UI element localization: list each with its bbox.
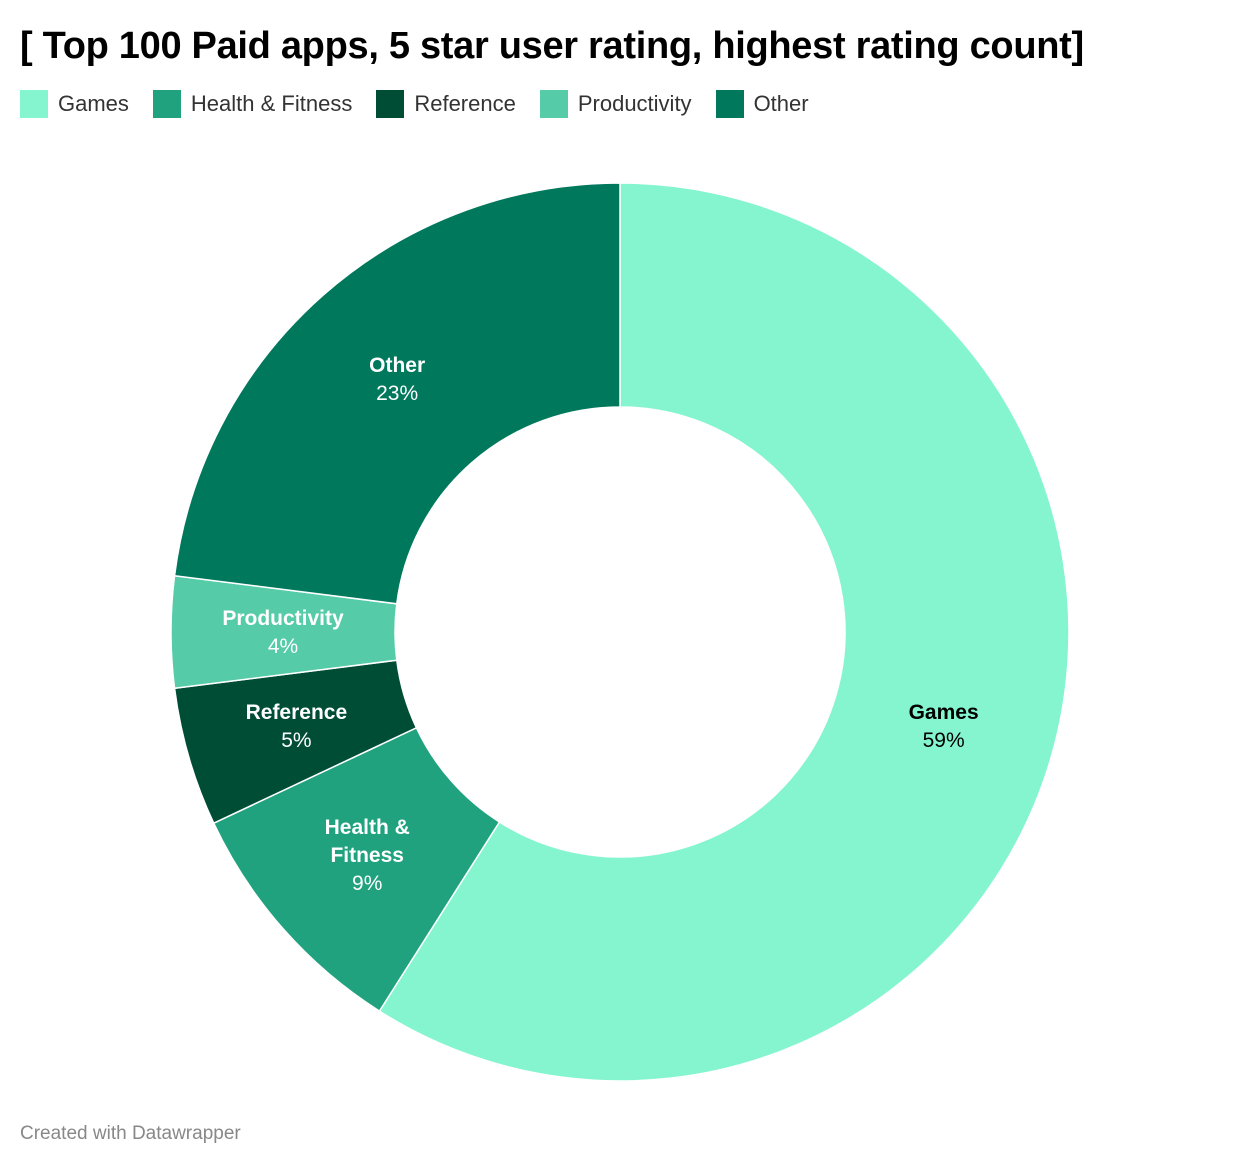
- slice-label-other: Other 23%: [369, 354, 425, 405]
- legend-swatch: [20, 90, 48, 118]
- legend-item-other[interactable]: Other: [715, 90, 809, 118]
- legend-label: Reference: [414, 91, 516, 116]
- slice-label-reference: Reference 5%: [246, 701, 348, 752]
- slice-label-name: Other: [369, 354, 425, 377]
- slice-label-games: Games 59%: [909, 701, 979, 752]
- legend-label: Health & Fitness: [190, 91, 353, 116]
- donut-slice-labels: Games 59% Health & Fitness 9% Reference 5% Prod…: [222, 354, 978, 895]
- legend-item-reference[interactable]: Reference: [376, 90, 516, 118]
- slice-label-value: 23%: [376, 382, 418, 405]
- legend-label: Games: [58, 91, 129, 116]
- slice-label-productivity: Productivity 4%: [222, 607, 344, 658]
- slice-label-name: Productivity: [222, 607, 344, 630]
- slice-label-health-fitness: Health & Fitness 9%: [325, 816, 410, 895]
- slice-label-name: Reference: [246, 701, 348, 724]
- legend-swatch: [715, 90, 744, 118]
- legend-swatch: [376, 90, 405, 118]
- slice-other[interactable]: [173, 182, 621, 605]
- slice-label-value: 9%: [352, 872, 382, 895]
- chart-title: [ Top 100 Paid apps, 5 star user rating,…: [20, 25, 1084, 67]
- footer-credit: Created with Datawrapper: [20, 1123, 241, 1144]
- legend-item-productivity[interactable]: Productivity: [539, 90, 692, 118]
- legend-label: Productivity: [577, 91, 692, 116]
- slice-label-value: 4%: [268, 635, 298, 658]
- legend-item-health-fitness[interactable]: Health & Fitness: [152, 90, 353, 118]
- legend-label: Other: [753, 91, 809, 116]
- donut-slices: [170, 182, 1070, 1082]
- legend-swatch: [152, 90, 181, 118]
- legend-item-games[interactable]: Games: [20, 90, 129, 118]
- slice-label-value: 59%: [923, 729, 965, 752]
- slice-label-name: Games: [909, 701, 979, 724]
- slice-games[interactable]: [378, 182, 1070, 1082]
- legend-swatch: [539, 90, 568, 118]
- legend: Games Health & Fitness Reference Product…: [20, 89, 833, 119]
- slice-label-name: Health &: [325, 816, 410, 839]
- slice-label-name: Fitness: [330, 844, 404, 867]
- slice-label-value: 5%: [281, 729, 311, 752]
